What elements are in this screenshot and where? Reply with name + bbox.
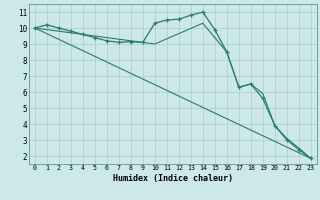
X-axis label: Humidex (Indice chaleur): Humidex (Indice chaleur) bbox=[113, 174, 233, 183]
